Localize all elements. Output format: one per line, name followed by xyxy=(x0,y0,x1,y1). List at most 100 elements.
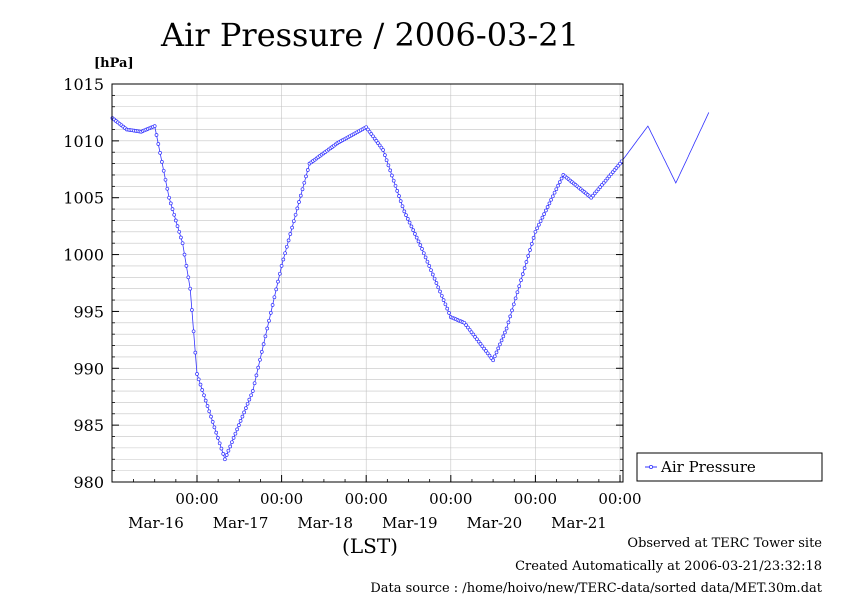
data-point xyxy=(467,327,472,332)
data-point xyxy=(228,444,233,449)
data-point xyxy=(414,235,419,240)
y-axis: 980 985 990 995 1000 1005 1010 1015 xyxy=(63,75,623,492)
data-point xyxy=(156,142,161,146)
data-point xyxy=(283,251,287,256)
data-point xyxy=(167,195,171,200)
data-point xyxy=(168,201,173,206)
data-point xyxy=(390,173,394,178)
data-point xyxy=(184,264,189,268)
data-point xyxy=(300,187,305,192)
data-point xyxy=(395,189,400,193)
data-point xyxy=(297,200,301,204)
data-point xyxy=(172,212,177,217)
data-point xyxy=(407,220,412,225)
data-point xyxy=(180,241,185,246)
data-point xyxy=(290,225,294,230)
x-tick-time: 00:00 xyxy=(598,490,641,508)
data-point xyxy=(529,242,534,246)
data-point xyxy=(279,264,284,268)
data-point xyxy=(223,457,227,462)
plot-frame xyxy=(111,83,624,483)
data-point xyxy=(212,425,217,430)
data-point xyxy=(464,323,468,327)
x-tick-time: 00:00 xyxy=(345,490,388,508)
data-point xyxy=(281,257,286,262)
legend-box xyxy=(636,452,823,482)
data-point xyxy=(293,212,298,217)
data-point xyxy=(511,302,516,307)
data-point xyxy=(404,213,408,217)
data-point xyxy=(411,228,416,232)
created-note: Created Automatically at 2006-03-21/23:3… xyxy=(515,559,822,574)
legend-swatch-marker xyxy=(649,464,654,469)
data-point xyxy=(531,236,536,240)
data-point xyxy=(154,133,159,137)
data-point xyxy=(559,176,564,181)
data-point xyxy=(226,448,231,453)
data-point xyxy=(485,351,490,356)
series-group xyxy=(110,112,710,462)
data-point xyxy=(200,388,205,392)
data-point xyxy=(520,272,525,276)
legend: Air Pressure xyxy=(636,452,823,482)
data-point xyxy=(423,255,428,260)
data-point xyxy=(249,393,253,398)
data-point xyxy=(381,148,385,152)
data-point xyxy=(462,320,467,325)
data-point xyxy=(388,168,393,173)
data-point xyxy=(195,372,199,376)
data-point xyxy=(503,330,507,335)
data-point xyxy=(439,293,444,298)
data-point xyxy=(418,243,423,247)
x-axis: 00:00 Mar-16 00:00 Mar-17 00:00 Mar-18 00:00 Ma… xyxy=(128,475,642,532)
data-point xyxy=(305,168,310,172)
data-point xyxy=(436,285,441,290)
data-point xyxy=(402,209,407,214)
data-point xyxy=(478,342,483,346)
x-tick-date: Mar-17 xyxy=(213,514,269,532)
x-tick-time: 00:00 xyxy=(514,490,557,508)
data-point xyxy=(261,342,266,346)
data-point xyxy=(230,440,234,445)
data-point xyxy=(557,180,562,184)
data-point xyxy=(537,222,541,227)
data-point xyxy=(163,177,168,182)
data-point xyxy=(276,279,280,284)
x-tick-date: Mar-21 xyxy=(551,514,607,532)
data-point xyxy=(515,290,520,295)
data-point xyxy=(556,183,560,188)
data-point xyxy=(528,248,532,252)
data-point xyxy=(397,194,401,198)
data-point xyxy=(504,326,509,331)
x-tick-time: 00:00 xyxy=(175,490,218,508)
data-point xyxy=(391,178,396,183)
data-point xyxy=(295,206,300,211)
data-point xyxy=(501,334,506,339)
data-point xyxy=(506,320,511,325)
data-point xyxy=(291,219,296,224)
data-point xyxy=(413,232,417,236)
data-point xyxy=(219,446,224,451)
data-point xyxy=(393,183,398,188)
data-point xyxy=(445,306,450,311)
x-tick-date: Mar-18 xyxy=(297,514,353,532)
data-point xyxy=(268,311,273,315)
data-point xyxy=(304,174,308,179)
data-point xyxy=(386,163,391,168)
y-tick-label: 990 xyxy=(73,359,104,378)
data-point xyxy=(259,350,264,354)
data-point xyxy=(182,252,187,257)
data-point xyxy=(247,397,252,402)
data-point xyxy=(186,275,191,280)
data-point xyxy=(216,436,220,440)
data-point xyxy=(409,224,414,229)
data-point xyxy=(498,342,502,347)
x-axis-label: (LST) xyxy=(342,534,398,558)
data-point xyxy=(203,398,208,403)
x-tick-date: Mar-16 xyxy=(128,514,184,532)
data-point xyxy=(398,199,403,203)
data-point xyxy=(209,414,213,419)
legend-label: Air Pressure xyxy=(660,458,756,476)
data-point xyxy=(519,278,523,283)
data-point xyxy=(244,406,248,410)
